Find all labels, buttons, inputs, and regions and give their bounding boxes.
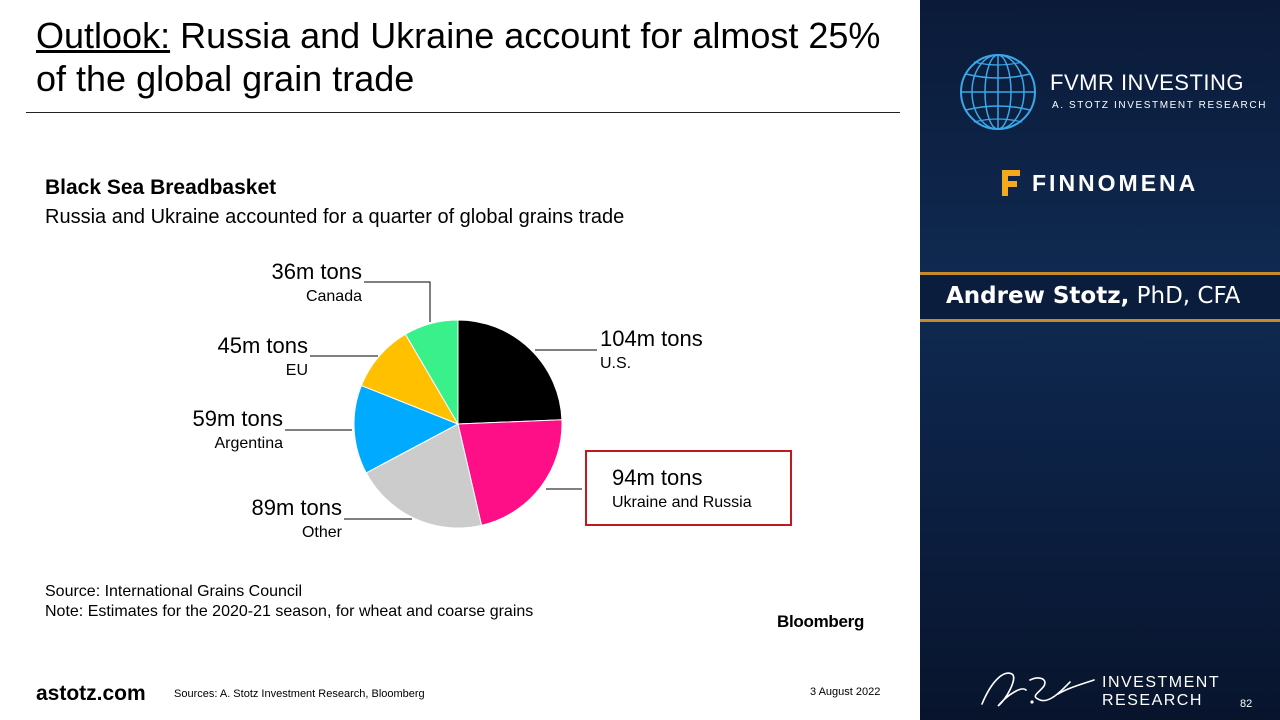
pie-slice-other (365, 423, 483, 529)
slice-name-label: U.S. (600, 355, 631, 372)
title-divider (26, 112, 900, 113)
bloomberg-logo: Bloomberg (777, 612, 865, 631)
slice-value-label: 36m tons (272, 259, 363, 284)
slice-value-label: 59m tons (193, 406, 284, 431)
page-number: 82 (1240, 698, 1253, 710)
chart-note: Note: Estimates for the 2020-21 season, … (45, 603, 534, 620)
leader-line (364, 281, 431, 322)
finnomena-name: FINNOMENA (1032, 170, 1199, 196)
pie-slice-ukraine-and-russia (457, 419, 563, 526)
slice-name-label: Canada (306, 288, 362, 305)
chart-subtitle: Russia and Ukraine accounted for a quart… (45, 206, 625, 228)
globe-icon (960, 54, 1036, 130)
highlight-box (585, 450, 792, 526)
slice-value-label: 104m tons (600, 326, 703, 351)
slide-title-prefix: Outlook: (36, 15, 171, 56)
footer-date: 3 August 2022 (810, 686, 881, 698)
slice-value-label: 89m tons (252, 495, 343, 520)
fvmr-name: FVMR INVESTING (1050, 70, 1245, 95)
footer-sources: Sources: A. Stotz Investment Research, B… (174, 688, 425, 700)
chart-source: Source: International Grains Council (45, 583, 303, 600)
finnomena-logo-icon (1002, 170, 1020, 196)
bottom-brand-line2: RESEARCH (1102, 692, 1203, 709)
presenter-band (920, 275, 1280, 319)
chart-title: Black Sea Breadbasket (45, 176, 277, 199)
pie-slice-canada (404, 319, 459, 426)
presenter-credentials: PhD, CFA (1129, 283, 1241, 309)
slide-title: Outlook: Russia and Ukraine account for … (36, 14, 906, 100)
pie-slice-u-s (457, 319, 563, 425)
signature-icon (981, 672, 1095, 707)
bottom-brand-line1: INVESTMENT (1102, 674, 1221, 691)
presenter-name: Andrew Stotz, PhD, CFA (946, 283, 1240, 309)
fvmr-tagline: A. STOTZ INVESTMENT RESEARCH (1052, 100, 1268, 111)
slice-name-label: EU (286, 362, 308, 379)
slice-name-label: Argentina (215, 435, 284, 452)
slice-value-label: 45m tons (218, 333, 309, 358)
slice-value-label: 94m tons (612, 465, 703, 490)
pie-chart: 104m tons U.S. 94m tons Ukraine and Russia 8… (193, 259, 752, 541)
slice-name-label: Other (302, 524, 343, 541)
slice-name-label: Ukraine and Russia (612, 494, 752, 511)
sidebar: FVMR INVESTING A. STOTZ INVESTMENT RESEA… (920, 0, 1280, 720)
pie-slice-argentina (353, 384, 460, 474)
presenter-name-text: Andrew Stotz, (946, 283, 1130, 309)
slide-title-text: Russia and Ukraine account for almost 25… (36, 15, 881, 99)
footer-site[interactable]: astotz.com (36, 682, 146, 705)
pie-slice-eu (360, 333, 460, 426)
